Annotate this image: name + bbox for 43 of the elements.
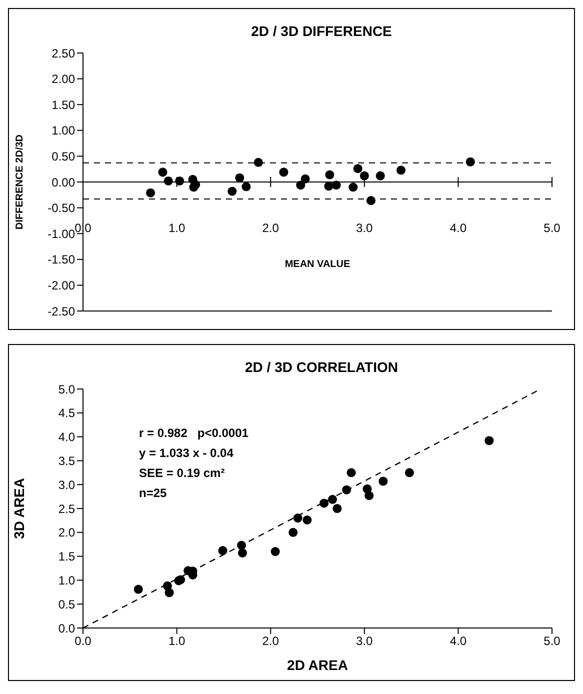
x-tick-label: 5.0 xyxy=(544,634,561,648)
x-axis-title: MEAN VALUE xyxy=(284,259,352,270)
y-tick-label: -1.50 xyxy=(48,252,76,267)
y-tick-label: -2.50 xyxy=(48,304,76,318)
chart-title: 2D / 3D DIFFERENCE xyxy=(250,23,393,39)
x-tick-label: 4.0 xyxy=(450,221,467,236)
y-tick-label: 0.00 xyxy=(52,175,76,190)
y-tick-label: 5.0 xyxy=(58,382,76,396)
y-tick-label: -1.00 xyxy=(48,226,76,241)
x-tick-label: 4.0 xyxy=(450,634,467,648)
y-tick-label: 4.0 xyxy=(58,430,76,444)
y-axis-title: DIFFERENCE 2D/3D xyxy=(14,134,26,230)
x-tick-label: 3.0 xyxy=(356,634,374,648)
y-tick-label: 1.50 xyxy=(52,98,76,112)
y-tick-label: 1.5 xyxy=(58,550,76,564)
annotation: SEE = 0.19 cm² xyxy=(139,465,226,482)
y-tick-label: 1.00 xyxy=(52,124,76,138)
y-tick-label: 3.5 xyxy=(58,454,76,468)
annotation: r = 0.982 p<0.0001 xyxy=(139,425,248,442)
y-tick-label: 0.5 xyxy=(58,597,76,612)
y-tick-label: 2.00 xyxy=(52,72,76,86)
y-tick-label: -2.00 xyxy=(48,278,76,292)
annotation: n=25 xyxy=(139,485,168,502)
y-tick-label: -0.50 xyxy=(48,201,76,216)
x-tick-label: 2.0 xyxy=(262,634,280,648)
x-axis-title: 2D AREA xyxy=(287,657,348,673)
y-tick-label: 1.0 xyxy=(58,573,76,588)
x-tick-label: 3.0 xyxy=(356,221,374,236)
y-tick-label: 0.50 xyxy=(52,149,76,164)
x-tick-label: 5.0 xyxy=(544,221,561,236)
y-tick-label: 3.0 xyxy=(58,478,76,492)
x-tick-label: 1.0 xyxy=(168,221,186,236)
x-tick-label: 1.0 xyxy=(168,634,186,648)
x-tick-label: 2.0 xyxy=(262,221,280,236)
y-tick-label: 0.0 xyxy=(58,621,76,636)
y-axis-title: 3D AREA xyxy=(10,478,27,539)
annotation: y = 1.033 x - 0.04 xyxy=(139,445,234,462)
chart-title: 2D / 3D CORRELATION xyxy=(244,359,399,375)
x-tick-label: 0.0 xyxy=(74,634,92,648)
y-tick-label: 4.5 xyxy=(58,406,76,420)
y-tick-label: 2.0 xyxy=(58,526,76,540)
y-tick-label: 2.5 xyxy=(58,502,76,516)
y-tick-label: 2.50 xyxy=(52,46,76,60)
